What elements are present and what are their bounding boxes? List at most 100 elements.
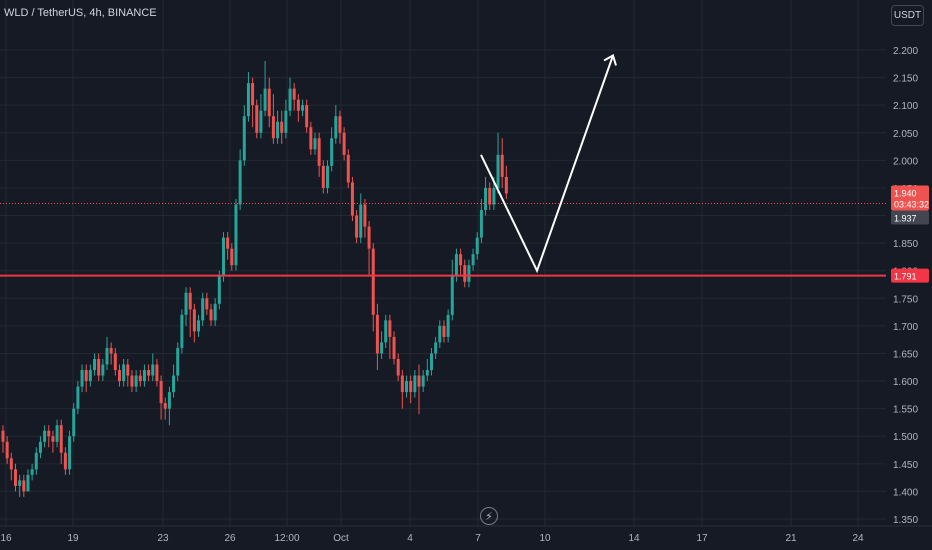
candle[interactable] [172, 364, 176, 398]
candle[interactable] [292, 83, 296, 111]
candle[interactable] [367, 221, 371, 277]
candle[interactable] [380, 331, 384, 359]
candle[interactable] [479, 198, 483, 244]
candle[interactable] [63, 447, 67, 475]
candle[interactable] [392, 331, 396, 365]
candle[interactable] [317, 132, 321, 177]
lightning-icon[interactable]: ⚡︎ [480, 507, 498, 525]
candle[interactable] [30, 463, 34, 481]
candle[interactable] [251, 77, 255, 128]
candle[interactable] [442, 320, 446, 343]
candle[interactable] [209, 303, 213, 326]
candle[interactable] [400, 370, 404, 409]
projection-drawing[interactable] [480, 54, 617, 274]
currency-button[interactable]: USDT [891, 5, 924, 26]
candle[interactable] [5, 436, 9, 464]
candle[interactable] [330, 127, 334, 172]
candle[interactable] [355, 210, 359, 244]
candle[interactable] [305, 99, 309, 133]
candle[interactable] [459, 248, 463, 277]
candle[interactable] [84, 364, 88, 393]
candle[interactable] [130, 370, 134, 393]
candle[interactable] [167, 386, 171, 426]
candle[interactable] [155, 358, 159, 387]
candle[interactable] [176, 342, 180, 382]
candle[interactable] [467, 259, 471, 288]
candle[interactable] [138, 370, 142, 387]
candle[interactable] [201, 292, 205, 326]
candle[interactable] [47, 425, 51, 448]
candle[interactable] [321, 160, 325, 194]
candle[interactable] [280, 110, 284, 144]
candle[interactable] [55, 419, 59, 448]
candle[interactable] [188, 287, 192, 337]
candle[interactable] [126, 358, 130, 387]
candle[interactable] [80, 364, 84, 393]
candle[interactable] [267, 77, 271, 128]
candle[interactable] [105, 336, 109, 371]
candle[interactable] [255, 99, 259, 139]
candle[interactable] [271, 94, 275, 144]
candle[interactable] [475, 232, 479, 260]
candle[interactable] [359, 193, 363, 244]
candle[interactable] [350, 176, 354, 222]
candle[interactable] [192, 303, 196, 343]
candle[interactable] [325, 160, 329, 194]
candle[interactable] [346, 149, 350, 188]
candle[interactable] [217, 270, 221, 310]
candle[interactable] [246, 72, 250, 122]
candle[interactable] [34, 447, 38, 475]
candle[interactable] [471, 248, 475, 271]
candle[interactable] [454, 248, 458, 282]
candle[interactable] [334, 105, 338, 144]
candle[interactable] [109, 342, 113, 365]
candle[interactable] [263, 61, 267, 117]
candle[interactable] [9, 452, 13, 481]
candle[interactable] [13, 463, 17, 492]
candle[interactable] [446, 309, 450, 343]
candle[interactable] [363, 198, 367, 238]
candle[interactable] [151, 353, 155, 382]
candle[interactable] [396, 353, 400, 382]
candle[interactable] [184, 287, 188, 326]
candle[interactable] [197, 314, 201, 337]
candle[interactable] [288, 77, 292, 117]
candle[interactable] [488, 182, 492, 211]
candle[interactable] [22, 474, 26, 497]
candle[interactable] [147, 364, 151, 382]
candle[interactable] [26, 469, 30, 492]
candle[interactable] [142, 364, 146, 387]
candle[interactable] [309, 121, 313, 155]
candle[interactable] [425, 358, 429, 382]
candle[interactable] [371, 243, 375, 332]
candle[interactable] [93, 353, 97, 376]
candlestick-series[interactable] [1, 61, 508, 497]
candle[interactable] [342, 127, 346, 161]
candle[interactable] [101, 358, 105, 382]
candle[interactable] [230, 243, 234, 271]
candle[interactable] [234, 198, 238, 271]
candle[interactable] [284, 99, 288, 139]
candle[interactable] [134, 370, 138, 393]
candle[interactable] [434, 336, 438, 359]
candle[interactable] [296, 94, 300, 122]
candle[interactable] [504, 165, 508, 199]
candle[interactable] [484, 176, 488, 216]
candle[interactable] [388, 314, 392, 359]
candle[interactable] [463, 259, 467, 288]
candle[interactable] [226, 232, 230, 260]
candle[interactable] [163, 397, 167, 420]
candle[interactable] [242, 105, 246, 166]
time-axis[interactable]: 16 19 23 26 12:00 Oct 4 7 10 14 17 21 24 [0, 525, 932, 544]
candle[interactable] [450, 259, 454, 321]
candle[interactable] [38, 436, 42, 459]
candle[interactable] [384, 314, 388, 348]
candle[interactable] [88, 364, 92, 387]
candle[interactable] [276, 110, 280, 144]
candle[interactable] [496, 132, 500, 194]
candle[interactable] [417, 364, 421, 415]
candle[interactable] [159, 375, 163, 420]
candle[interactable] [500, 138, 504, 188]
